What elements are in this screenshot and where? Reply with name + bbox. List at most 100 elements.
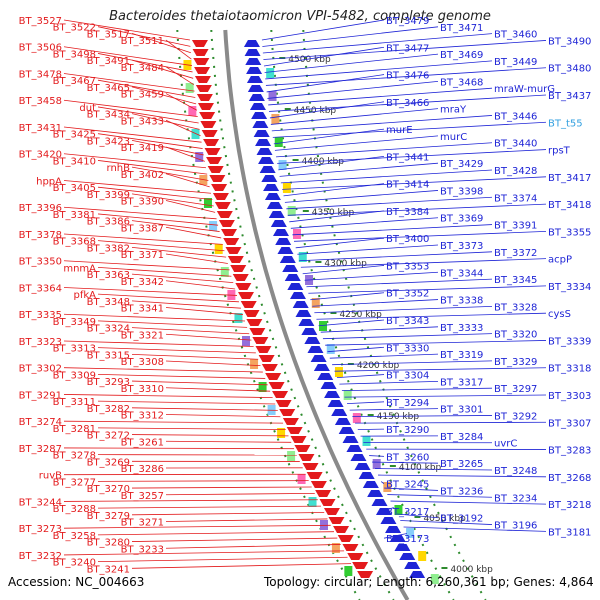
gene-label-left[interactable]: BT_3272 (87, 431, 130, 442)
gene-label-right[interactable]: BT_3477 (386, 43, 429, 54)
forward-gene-mark[interactable] (310, 481, 327, 488)
reverse-gene-mark[interactable] (310, 355, 327, 362)
gene-label-left[interactable]: BT_3287 (19, 444, 62, 455)
gene-label-left[interactable]: BT_3270 (87, 484, 130, 495)
forward-gene-mark[interactable] (237, 292, 254, 299)
reverse-gene-mark[interactable] (256, 148, 273, 155)
forward-gene-mark[interactable] (333, 526, 350, 533)
gene-label-left[interactable]: BT_3279 (87, 511, 130, 522)
gene-label-right[interactable]: BT_3173 (386, 534, 429, 545)
forward-gene-mark[interactable] (196, 94, 213, 101)
gene-label-left[interactable]: BT_3282 (87, 404, 130, 415)
gene-label-left[interactable]: BT_3293 (87, 377, 130, 388)
gene-label-left[interactable]: BT_3348 (87, 297, 130, 308)
gene-label-left[interactable]: BT_3240 (53, 558, 96, 569)
reverse-gene-mark[interactable] (304, 337, 321, 344)
gene-label-left[interactable]: BT_3269 (87, 457, 130, 468)
gene-label-left[interactable]: hppA (36, 176, 62, 187)
reverse-gene-mark[interactable] (259, 166, 276, 173)
gene-label-left[interactable]: BT_3425 (53, 130, 96, 141)
gene-label-left[interactable]: BT_3278 (53, 451, 96, 462)
reverse-gene-mark[interactable] (346, 445, 363, 452)
reverse-gene-mark[interactable] (385, 526, 402, 533)
reverse-gene-mark[interactable] (301, 328, 318, 335)
gene-label-left[interactable]: rnhB (107, 163, 131, 174)
gene-label-right[interactable]: BT_3236 (440, 486, 483, 497)
gene-label-right[interactable]: BT_3468 (440, 77, 483, 88)
reverse-gene-mark[interactable] (258, 157, 275, 164)
reverse-gene-mark[interactable] (253, 130, 270, 137)
gene-label-right[interactable]: BT_3338 (440, 296, 483, 307)
forward-gene-mark[interactable] (230, 265, 247, 272)
forward-gene-mark[interactable] (323, 508, 340, 515)
gene-label-right[interactable]: BT_3328 (494, 302, 537, 313)
gene-label-right[interactable]: BT_3330 (386, 343, 429, 354)
forward-gene-mark[interactable] (240, 301, 257, 308)
gene-label-left[interactable]: BT_3310 (121, 384, 164, 395)
reverse-gene-mark[interactable] (399, 553, 416, 560)
reverse-gene-mark[interactable] (380, 517, 397, 524)
gene-label-left[interactable]: BT_3323 (19, 337, 62, 348)
gene-label-right[interactable]: BT_3372 (494, 248, 537, 259)
forward-gene-mark[interactable] (212, 193, 229, 200)
reverse-gene-mark[interactable] (389, 535, 406, 542)
gene-label-left[interactable]: BT_3286 (121, 464, 164, 475)
gene-label-right[interactable]: BT_3320 (494, 330, 537, 341)
gene-label-right[interactable]: cysS (548, 309, 571, 320)
gene-label-right[interactable]: BT_3248 (494, 466, 537, 477)
gene-label-left[interactable]: mnmA (63, 263, 96, 274)
reverse-gene-mark[interactable] (246, 76, 263, 83)
forward-gene-mark[interactable] (357, 571, 374, 578)
forward-gene-mark[interactable] (337, 535, 354, 542)
reverse-gene-mark[interactable] (263, 184, 280, 191)
gene-label-right[interactable]: murE (386, 125, 413, 136)
gene-label-right[interactable]: BT_3292 (494, 411, 537, 422)
gene-label-left[interactable]: BT_3381 (53, 210, 96, 221)
gene-label-right[interactable]: BT_3290 (386, 425, 429, 436)
gene-label-left[interactable]: BT_3273 (19, 524, 62, 535)
gene-label-left[interactable]: BT_3315 (87, 350, 130, 361)
forward-gene-mark[interactable] (235, 283, 252, 290)
gene-label-left[interactable]: BT_3478 (19, 69, 62, 80)
reverse-gene-mark[interactable] (252, 121, 269, 128)
gene-label-left[interactable]: BT_3517 (87, 29, 130, 40)
gene-label-left[interactable]: BT_3261 (121, 437, 164, 448)
gene-label-left[interactable]: BT_3491 (87, 56, 130, 67)
reverse-gene-mark[interactable] (338, 427, 355, 434)
gene-label-right[interactable]: BT_3344 (440, 268, 483, 279)
forward-gene-mark[interactable] (195, 85, 212, 92)
gene-label-right[interactable]: BT_3374 (494, 193, 537, 204)
reverse-gene-mark[interactable] (282, 265, 299, 272)
reverse-gene-mark[interactable] (317, 373, 334, 380)
forward-gene-mark[interactable] (194, 67, 211, 74)
gene-label-right[interactable]: murC (440, 132, 467, 143)
gene-label-right[interactable]: BT_3400 (386, 234, 429, 245)
forward-gene-mark[interactable] (255, 346, 272, 353)
reverse-gene-mark[interactable] (371, 499, 388, 506)
forward-gene-mark[interactable] (261, 364, 278, 371)
reverse-gene-mark[interactable] (331, 409, 348, 416)
gene-label-left[interactable]: BT_3308 (121, 357, 164, 368)
reverse-gene-mark[interactable] (320, 382, 337, 389)
gene-label-right[interactable]: BT_3304 (386, 371, 429, 382)
gene-label-left[interactable]: BT_3368 (53, 237, 96, 248)
forward-gene-mark[interactable] (194, 76, 211, 83)
reverse-gene-mark[interactable] (279, 256, 296, 263)
gene-label-right[interactable]: BT_3303 (548, 391, 591, 402)
gene-label-right[interactable]: BT_3429 (440, 159, 483, 170)
gene-label-left[interactable]: BT_3341 (121, 304, 164, 315)
gene-label-left[interactable]: ruvB (39, 471, 62, 482)
gene-label-right[interactable]: BT_3260 (386, 452, 429, 463)
forward-gene-mark[interactable] (201, 130, 218, 137)
reverse-gene-mark[interactable] (275, 238, 292, 245)
gene-label-right[interactable]: BT_3490 (548, 36, 591, 47)
reverse-gene-mark[interactable] (264, 193, 281, 200)
reverse-gene-mark[interactable] (270, 220, 287, 227)
gene-label-left[interactable]: BT_3522 (53, 23, 96, 34)
reverse-gene-mark[interactable] (367, 490, 384, 497)
reverse-gene-mark[interactable] (292, 301, 309, 308)
forward-gene-mark[interactable] (209, 175, 226, 182)
forward-gene-mark[interactable] (206, 157, 223, 164)
reverse-gene-mark[interactable] (284, 274, 301, 281)
